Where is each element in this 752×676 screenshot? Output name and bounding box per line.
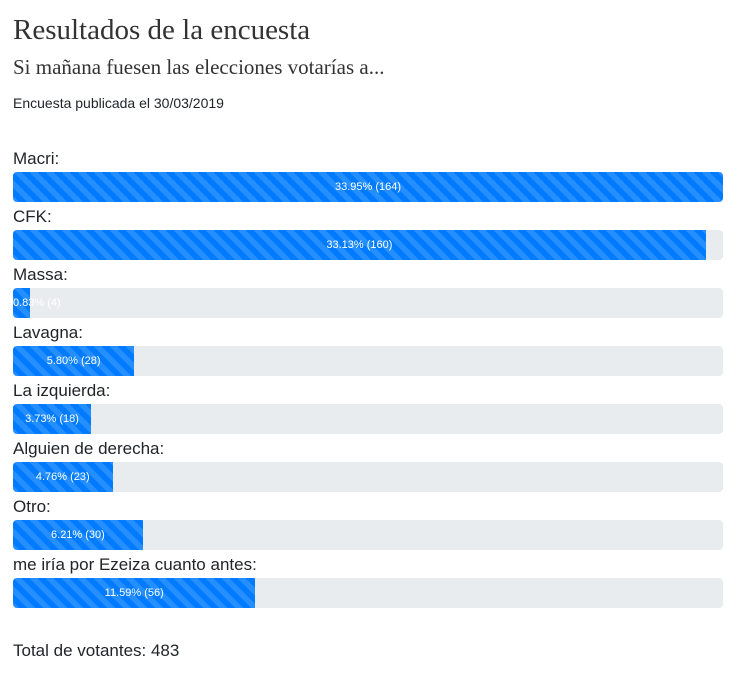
progress-track: 0.83% (4) [13, 288, 723, 318]
result-option: La izquierda: 3.73% (18) [13, 380, 723, 438]
progress-bar: 33.95% (164) [13, 172, 723, 202]
result-option: Macri: 33.95% (164) [13, 148, 723, 206]
result-option: me iría por Ezeiza cuanto antes: 11.59% … [13, 554, 723, 612]
progress-track: 33.13% (160) [13, 230, 723, 260]
results-list: Macri: 33.95% (164) CFK: 33.13% (160) Ma… [13, 148, 723, 612]
progress-bar: 33.13% (160) [13, 230, 706, 260]
progress-track: 5.80% (28) [13, 346, 723, 376]
option-label: Alguien de derecha: [13, 439, 165, 458]
result-option: CFK: 33.13% (160) [13, 206, 723, 264]
option-label: La izquierda: [13, 381, 111, 400]
publication-date: Encuesta publicada el 30/03/2019 [13, 95, 224, 111]
progress-bar: 3.73% (18) [13, 404, 92, 434]
progress-track: 6.21% (30) [13, 520, 723, 550]
progress-track: 4.76% (23) [13, 462, 723, 492]
result-option: Lavagna: 5.80% (28) [13, 322, 723, 380]
option-label: Lavagna: [13, 323, 83, 342]
progress-track: 33.95% (164) [13, 172, 723, 202]
poll-question: Si mañana fuesen las elecciones votarías… [13, 55, 385, 79]
option-label: CFK: [13, 207, 52, 226]
progress-bar: 11.59% (56) [13, 578, 256, 608]
option-label: Massa: [13, 265, 68, 284]
progress-bar: 6.21% (30) [13, 520, 143, 550]
progress-track: 3.73% (18) [13, 404, 723, 434]
total-voters: Total de votantes: 483 [13, 641, 180, 660]
progress-bar: 4.76% (23) [13, 462, 113, 492]
option-label: me iría por Ezeiza cuanto antes: [13, 555, 257, 574]
result-option: Alguien de derecha: 4.76% (23) [13, 438, 723, 496]
progress-bar: 5.80% (28) [13, 346, 135, 376]
result-option: Otro: 6.21% (30) [13, 496, 723, 554]
progress-bar: 0.83% (4) [13, 288, 61, 318]
page-title: Resultados de la encuesta [13, 14, 311, 46]
progress-track: 11.59% (56) [13, 578, 723, 608]
result-option: Massa: 0.83% (4) [13, 264, 723, 322]
option-label: Macri: [13, 149, 60, 168]
option-label: Otro: [13, 497, 51, 516]
